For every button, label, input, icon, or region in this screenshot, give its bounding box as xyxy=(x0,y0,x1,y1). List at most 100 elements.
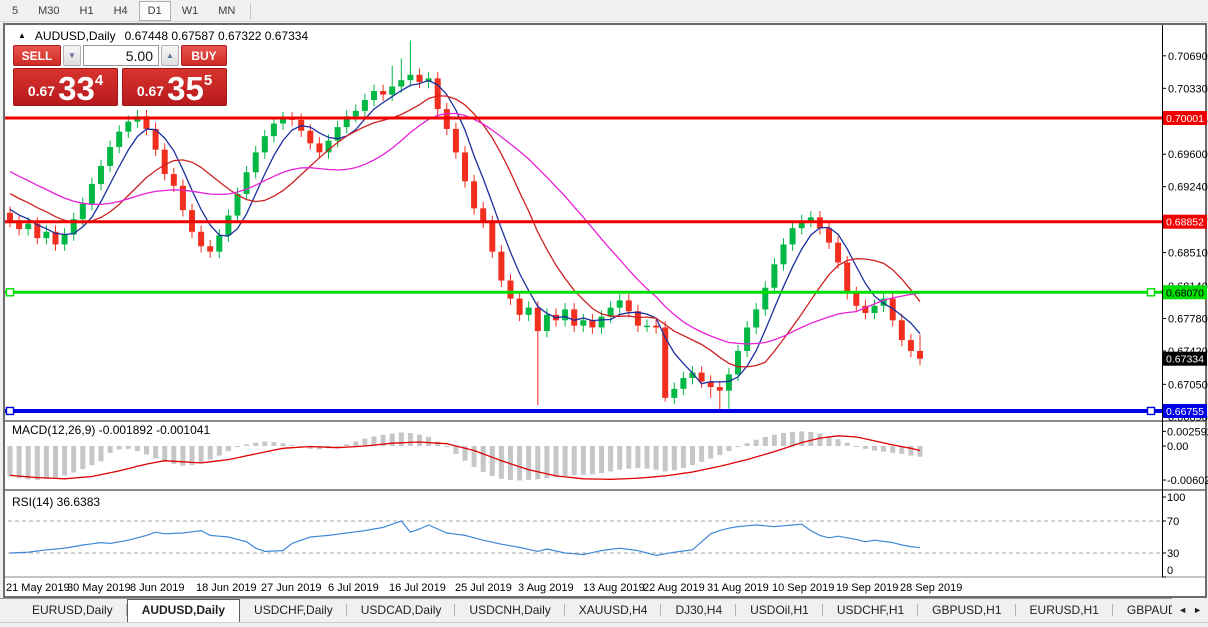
volume-input[interactable] xyxy=(83,45,159,66)
chart-tab-xauusd-h4[interactable]: XAUUSD,H4 xyxy=(565,599,662,622)
timeframe-mn[interactable]: MN xyxy=(218,4,236,17)
timeframe-toolbar: 5 M30 H1 H4 D1 W1 MN xyxy=(0,0,1208,22)
macd-histogram-bar xyxy=(762,436,768,446)
macd-histogram-bar xyxy=(162,446,168,462)
timeframe-h4[interactable]: H4 xyxy=(113,4,128,17)
price-badge xyxy=(1163,351,1207,366)
macd-histogram-bar xyxy=(517,446,523,481)
status-strip xyxy=(0,622,1208,627)
macd-histogram-bar xyxy=(107,446,113,453)
candle-body xyxy=(25,223,32,230)
chart-tab-gbpaud-h1[interactable]: GBPAUD,H1 xyxy=(1113,599,1172,622)
macd-histogram-bar xyxy=(398,432,404,446)
macd-histogram-bar xyxy=(235,446,240,448)
candle-body xyxy=(352,110,359,117)
macd-histogram-bar xyxy=(34,446,40,480)
candle-body xyxy=(762,287,769,310)
tab-scroll-left-icon[interactable]: ◄ xyxy=(1178,605,1188,615)
candle-body xyxy=(725,374,732,391)
chart-symbol-label: AUDUSD,Daily xyxy=(34,29,116,43)
volume-increase-button[interactable]: ▲ xyxy=(161,45,179,66)
date-label: 13 Aug 2019 xyxy=(583,582,645,594)
candle-body xyxy=(198,231,205,247)
chart-tab-gbpusd-h1[interactable]: GBPUSD,H1 xyxy=(918,599,1016,622)
chart-tab-eurusd-daily[interactable]: EURUSD,Daily xyxy=(18,599,127,622)
tab-scroll-right-icon[interactable]: ► xyxy=(1193,605,1202,615)
candle-body xyxy=(744,327,751,351)
candle-body xyxy=(644,325,650,328)
date-label: 8 Jun 2019 xyxy=(130,582,184,594)
macd-histogram-bar xyxy=(671,446,677,471)
date-label: 22 Aug 2019 xyxy=(643,582,705,594)
candle-body xyxy=(898,320,905,341)
candle-body xyxy=(307,130,314,144)
macd-histogram-bar xyxy=(198,446,204,463)
macd-histogram-bar xyxy=(872,446,877,451)
macd-histogram-bar xyxy=(844,442,850,446)
price-tick-label: 0.68510 xyxy=(1168,248,1208,260)
chart-tab-usdcad-daily[interactable]: USDCAD,Daily xyxy=(347,599,456,622)
candle-body xyxy=(170,174,177,186)
macd-tick-label: -0.00602. xyxy=(1167,475,1208,487)
candle-body xyxy=(562,309,569,321)
chart-tab-usdchf-h1[interactable]: USDCHF,H1 xyxy=(823,599,919,622)
chart-tab-eurusd-h1[interactable]: EURUSD,H1 xyxy=(1016,599,1114,622)
timeframe-m30[interactable]: M30 xyxy=(38,4,60,17)
trade-panel-quotes: 0.67 33 4 0.67 35 5 xyxy=(13,68,227,106)
sell-quote-button[interactable]: 0.67 33 4 xyxy=(13,68,118,106)
line-drag-handle[interactable] xyxy=(5,288,15,297)
candle-body xyxy=(534,307,541,332)
buy-price-pip: 5 xyxy=(203,72,213,89)
candle-body xyxy=(416,74,423,82)
macd-histogram-bar xyxy=(580,446,586,475)
timeframe-5[interactable]: 5 xyxy=(12,4,19,17)
date-label: 28 Sep 2019 xyxy=(900,582,962,594)
macd-histogram-bar xyxy=(134,446,140,452)
candle-body xyxy=(589,320,596,328)
candle-body xyxy=(498,251,505,281)
macd-histogram-bar xyxy=(144,446,149,455)
candle-body xyxy=(516,298,523,315)
chevron-up-icon: ▲ xyxy=(166,50,174,60)
candle-body xyxy=(598,316,605,328)
macd-histogram-bar xyxy=(571,446,577,476)
candle-body xyxy=(407,74,414,81)
candle-body xyxy=(844,262,851,294)
buy-quote-button[interactable]: 0.67 35 5 xyxy=(122,68,227,106)
chart-tab-usdoil-h1[interactable]: USDOil,H1 xyxy=(736,599,823,622)
chart-canvas[interactable]: 0.706900.703300.699700.696000.692400.688… xyxy=(0,0,1208,598)
macd-histogram-bar xyxy=(262,441,268,446)
macd-histogram-bar xyxy=(899,446,905,454)
timeframe-w1[interactable]: W1 xyxy=(181,4,199,17)
macd-histogram-bar xyxy=(362,438,368,446)
line-drag-handle[interactable] xyxy=(1146,406,1156,416)
timeframe-h1[interactable]: H1 xyxy=(79,4,94,17)
candle-body xyxy=(571,309,578,326)
chart-tab-usdchf-daily[interactable]: USDCHF,Daily xyxy=(240,599,347,622)
candle-body xyxy=(125,121,132,132)
candle-body xyxy=(671,388,678,398)
line-drag-handle[interactable] xyxy=(1146,288,1156,297)
macd-histogram-bar xyxy=(589,446,595,475)
line-drag-handle[interactable] xyxy=(5,406,15,416)
macd-histogram-bar xyxy=(544,446,550,479)
candle-body xyxy=(361,100,368,111)
candle-body xyxy=(826,228,832,243)
candle-body xyxy=(207,246,214,252)
collapse-triangle-icon[interactable]: ▲ xyxy=(18,30,26,40)
chart-tab-usdcnh-daily[interactable]: USDCNH,Daily xyxy=(455,599,566,622)
price-badge xyxy=(1163,285,1207,300)
chart-tab-audusd-daily[interactable]: AUDUSD,Daily xyxy=(126,599,241,622)
date-label: 25 Jul 2019 xyxy=(455,582,512,594)
chart-tab-dj30-h4[interactable]: DJ30,H4 xyxy=(661,599,736,622)
candle-body xyxy=(707,381,714,388)
buy-button[interactable]: BUY xyxy=(181,45,227,66)
candle-body xyxy=(143,116,150,129)
sell-button[interactable]: SELL xyxy=(13,45,61,66)
candle-body xyxy=(862,305,869,314)
macd-histogram-bar xyxy=(153,446,159,459)
volume-decrease-button[interactable]: ▼ xyxy=(63,45,81,66)
chart-ohlc-values: 0.67448 0.67587 0.67322 0.67334 xyxy=(124,29,309,43)
timeframe-d1[interactable]: D1 xyxy=(138,0,171,21)
